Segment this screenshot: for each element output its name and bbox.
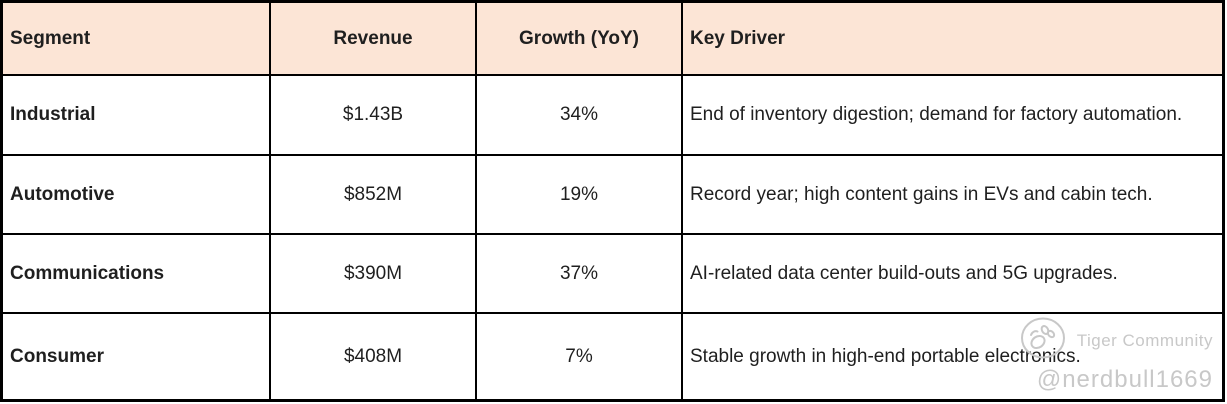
table-row-revenue-cell: $1.43B — [271, 76, 477, 156]
table-row-segment-cell: Automotive — [3, 156, 271, 235]
table-row-growth-cell: 37% — [477, 235, 683, 314]
column-header-key-driver: Key Driver — [683, 3, 1222, 76]
table-row-driver-cell: AI-related data center build-outs and 5G… — [683, 235, 1222, 314]
table-row-revenue-cell: $390M — [271, 235, 477, 314]
table-row-revenue-cell: $852M — [271, 156, 477, 235]
table-row-driver-cell: End of inventory digestion; demand for f… — [683, 76, 1222, 156]
column-header-revenue: Revenue — [271, 3, 477, 76]
table-row-segment-cell: Communications — [3, 235, 271, 314]
table-row-growth-cell: 7% — [477, 314, 683, 399]
table-row-revenue-cell: $408M — [271, 314, 477, 399]
table-row-driver-cell: Record year; high content gains in EVs a… — [683, 156, 1222, 235]
table-row-segment-cell: Industrial — [3, 76, 271, 156]
table-row-growth-cell: 19% — [477, 156, 683, 235]
column-header-growth: Growth (YoY) — [477, 3, 683, 76]
table-row-growth-cell: 34% — [477, 76, 683, 156]
table-row-segment-cell: Consumer — [3, 314, 271, 399]
column-header-segment: Segment — [3, 3, 271, 76]
table-row-driver-cell: Stable growth in high-end portable elect… — [683, 314, 1222, 399]
